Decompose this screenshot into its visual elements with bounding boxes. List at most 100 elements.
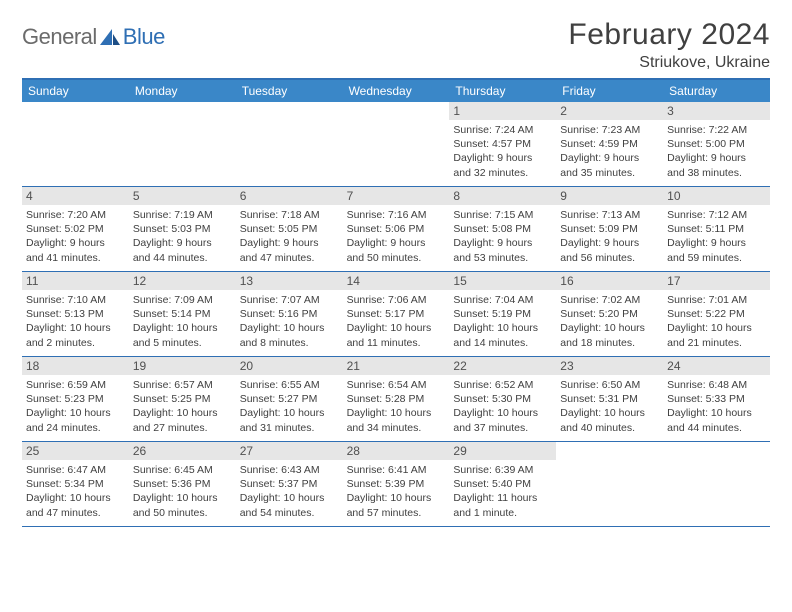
sunrise-line: Sunrise: 7:15 AM bbox=[453, 208, 552, 222]
sunrise-line: Sunrise: 7:19 AM bbox=[133, 208, 232, 222]
sunrise-line: Sunrise: 7:09 AM bbox=[133, 293, 232, 307]
daylight-line: Daylight: 10 hours and 24 minutes. bbox=[26, 406, 125, 434]
day-info: Sunrise: 6:59 AMSunset: 5:23 PMDaylight:… bbox=[26, 378, 125, 435]
day-number: 20 bbox=[236, 357, 343, 375]
day-info: Sunrise: 7:01 AMSunset: 5:22 PMDaylight:… bbox=[667, 293, 766, 350]
calendar-cell: 28Sunrise: 6:41 AMSunset: 5:39 PMDayligh… bbox=[343, 442, 450, 526]
daylight-line: Daylight: 9 hours and 53 minutes. bbox=[453, 236, 552, 264]
calendar-cell: 25Sunrise: 6:47 AMSunset: 5:34 PMDayligh… bbox=[22, 442, 129, 526]
sunrise-line: Sunrise: 7:06 AM bbox=[347, 293, 446, 307]
calendar-cell: 21Sunrise: 6:54 AMSunset: 5:28 PMDayligh… bbox=[343, 357, 450, 441]
calendar-cell: 29Sunrise: 6:39 AMSunset: 5:40 PMDayligh… bbox=[449, 442, 556, 526]
sunset-line: Sunset: 5:34 PM bbox=[26, 477, 125, 491]
brand-word2: Blue bbox=[123, 24, 165, 50]
sunrise-line: Sunrise: 7:23 AM bbox=[560, 123, 659, 137]
day-info: Sunrise: 7:19 AMSunset: 5:03 PMDaylight:… bbox=[133, 208, 232, 265]
calendar-cell bbox=[343, 102, 450, 186]
day-number: 15 bbox=[449, 272, 556, 290]
calendar-cell: 20 Sunrise: 6:55 AMSunset: 5:27 PMDayligh… bbox=[236, 357, 343, 441]
day-info: Sunrise: 6:45 AMSunset: 5:36 PMDaylight:… bbox=[133, 463, 232, 520]
sunset-line: Sunset: 5:19 PM bbox=[453, 307, 552, 321]
week-row: 4Sunrise: 7:20 AMSunset: 5:02 PMDaylight… bbox=[22, 187, 770, 272]
calendar-cell: 14Sunrise: 7:06 AMSunset: 5:17 PMDayligh… bbox=[343, 272, 450, 356]
calendar-cell: 3Sunrise: 7:22 AMSunset: 5:00 PMDaylight… bbox=[663, 102, 770, 186]
sunset-line: Sunset: 5:23 PM bbox=[26, 392, 125, 406]
day-number: 16 bbox=[556, 272, 663, 290]
sunrise-line: Sunrise: 7:04 AM bbox=[453, 293, 552, 307]
day-number: 13 bbox=[236, 272, 343, 290]
calendar-cell: 23Sunrise: 6:50 AMSunset: 5:31 PMDayligh… bbox=[556, 357, 663, 441]
sunrise-line: Sunrise: 6:43 AM bbox=[240, 463, 339, 477]
day-number: 19 bbox=[129, 357, 236, 375]
sunrise-line: Sunrise: 6:45 AM bbox=[133, 463, 232, 477]
daylight-line: Daylight: 9 hours and 41 minutes. bbox=[26, 236, 125, 264]
sail-icon bbox=[99, 28, 121, 46]
day-info: Sunrise: 6:47 AMSunset: 5:34 PMDaylight:… bbox=[26, 463, 125, 520]
calendar-cell: 19Sunrise: 6:57 AMSunset: 5:25 PMDayligh… bbox=[129, 357, 236, 441]
daylight-line: Daylight: 10 hours and 47 minutes. bbox=[26, 491, 125, 519]
day-info: Sunrise: 6:52 AMSunset: 5:30 PMDaylight:… bbox=[453, 378, 552, 435]
day-info: Sunrise: 6:50 AMSunset: 5:31 PMDaylight:… bbox=[560, 378, 659, 435]
day-number: 17 bbox=[663, 272, 770, 290]
dayhead-thursday: Thursday bbox=[449, 80, 556, 102]
daylight-line: Daylight: 10 hours and 2 minutes. bbox=[26, 321, 125, 349]
day-info: Sunrise: 7:16 AMSunset: 5:06 PMDaylight:… bbox=[347, 208, 446, 265]
calendar-cell: 7Sunrise: 7:16 AMSunset: 5:06 PMDaylight… bbox=[343, 187, 450, 271]
day-number: 28 bbox=[343, 442, 450, 460]
calendar-cell: 15 Sunrise: 7:04 AMSunset: 5:19 PMDayligh… bbox=[449, 272, 556, 356]
daylight-line: Daylight: 10 hours and 18 minutes. bbox=[560, 321, 659, 349]
sunset-line: Sunset: 5:13 PM bbox=[26, 307, 125, 321]
day-number: 4 bbox=[22, 187, 129, 205]
sunrise-line: Sunrise: 7:24 AM bbox=[453, 123, 552, 137]
weeks-container: 1Sunrise: 7:24 AMSunset: 4:57 PMDaylight… bbox=[22, 102, 770, 527]
sunrise-line: Sunrise: 6:57 AM bbox=[133, 378, 232, 392]
title-block: February 2024 Striukove, Ukraine bbox=[568, 18, 770, 72]
sunset-line: Sunset: 5:09 PM bbox=[560, 222, 659, 236]
daylight-line: Daylight: 10 hours and 31 minutes. bbox=[240, 406, 339, 434]
daylight-line: Daylight: 10 hours and 34 minutes. bbox=[347, 406, 446, 434]
day-header-row: Sunday Monday Tuesday Wednesday Thursday… bbox=[22, 80, 770, 102]
sunset-line: Sunset: 5:20 PM bbox=[560, 307, 659, 321]
sunset-line: Sunset: 5:36 PM bbox=[133, 477, 232, 491]
day-info: Sunrise: 6:39 AMSunset: 5:40 PMDaylight:… bbox=[453, 463, 552, 520]
sunrise-line: Sunrise: 6:54 AM bbox=[347, 378, 446, 392]
sunset-line: Sunset: 5:08 PM bbox=[453, 222, 552, 236]
dayhead-wednesday: Wednesday bbox=[343, 80, 450, 102]
daylight-line: Daylight: 10 hours and 14 minutes. bbox=[453, 321, 552, 349]
sunrise-line: Sunrise: 6:50 AM bbox=[560, 378, 659, 392]
location: Striukove, Ukraine bbox=[568, 54, 770, 72]
day-info: Sunrise: 7:09 AMSunset: 5:14 PMDaylight:… bbox=[133, 293, 232, 350]
daylight-line: Daylight: 10 hours and 21 minutes. bbox=[667, 321, 766, 349]
sunset-line: Sunset: 5:22 PM bbox=[667, 307, 766, 321]
day-number: 11 bbox=[22, 272, 129, 290]
daylight-line: Daylight: 9 hours and 32 minutes. bbox=[453, 151, 552, 179]
daylight-line: Daylight: 9 hours and 38 minutes. bbox=[667, 151, 766, 179]
daylight-line: Daylight: 11 hours and 1 minute. bbox=[453, 491, 552, 519]
day-info: Sunrise: 7:12 AMSunset: 5:11 PMDaylight:… bbox=[667, 208, 766, 265]
calendar-cell bbox=[129, 102, 236, 186]
daylight-line: Daylight: 9 hours and 35 minutes. bbox=[560, 151, 659, 179]
sunset-line: Sunset: 5:39 PM bbox=[347, 477, 446, 491]
sunset-line: Sunset: 4:57 PM bbox=[453, 137, 552, 151]
sunset-line: Sunset: 5:17 PM bbox=[347, 307, 446, 321]
day-info: Sunrise: 7:02 AMSunset: 5:20 PMDaylight:… bbox=[560, 293, 659, 350]
sunrise-line: Sunrise: 6:52 AM bbox=[453, 378, 552, 392]
day-info: Sunrise: 6:54 AMSunset: 5:28 PMDaylight:… bbox=[347, 378, 446, 435]
day-info: Sunrise: 7:23 AMSunset: 4:59 PMDaylight:… bbox=[560, 123, 659, 180]
sunset-line: Sunset: 5:11 PM bbox=[667, 222, 766, 236]
sunrise-line: Sunrise: 7:22 AM bbox=[667, 123, 766, 137]
day-info: Sunrise: 6:55 AMSunset: 5:27 PMDaylight:… bbox=[240, 378, 339, 435]
day-number: 1 bbox=[449, 102, 556, 120]
sunrise-line: Sunrise: 7:07 AM bbox=[240, 293, 339, 307]
calendar-cell: 10Sunrise: 7:12 AMSunset: 5:11 PMDayligh… bbox=[663, 187, 770, 271]
week-row: 25Sunrise: 6:47 AMSunset: 5:34 PMDayligh… bbox=[22, 442, 770, 527]
calendar-cell: 27Sunrise: 6:43 AMSunset: 5:37 PMDayligh… bbox=[236, 442, 343, 526]
calendar-cell: 13Sunrise: 7:07 AMSunset: 5:16 PMDayligh… bbox=[236, 272, 343, 356]
day-info: Sunrise: 7:10 AMSunset: 5:13 PMDaylight:… bbox=[26, 293, 125, 350]
sunrise-line: Sunrise: 6:39 AM bbox=[453, 463, 552, 477]
calendar: Sunday Monday Tuesday Wednesday Thursday… bbox=[22, 78, 770, 527]
daylight-line: Daylight: 9 hours and 56 minutes. bbox=[560, 236, 659, 264]
day-info: Sunrise: 7:06 AMSunset: 5:17 PMDaylight:… bbox=[347, 293, 446, 350]
brand-logo: General Blue bbox=[22, 18, 165, 50]
day-info: Sunrise: 7:18 AMSunset: 5:05 PMDaylight:… bbox=[240, 208, 339, 265]
